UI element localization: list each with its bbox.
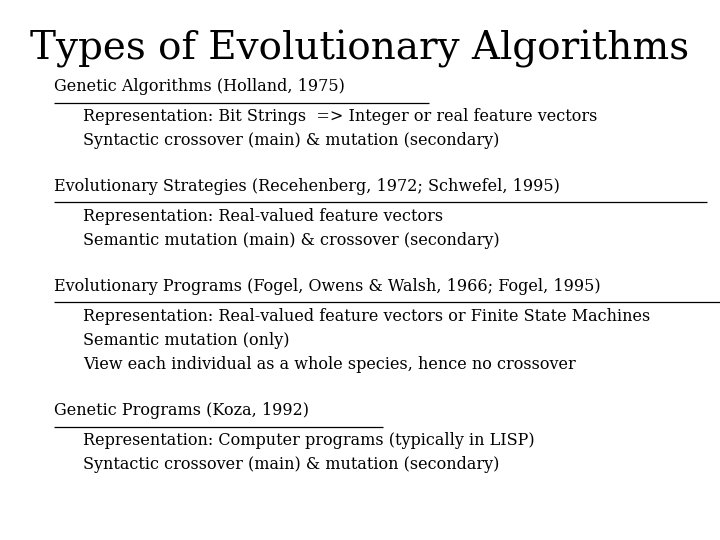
Text: Types of Evolutionary Algorithms: Types of Evolutionary Algorithms bbox=[30, 30, 690, 68]
Text: Evolutionary Programs (Fogel, Owens & Walsh, 1966; Fogel, 1995): Evolutionary Programs (Fogel, Owens & Wa… bbox=[54, 278, 600, 295]
Text: Syntactic crossover (main) & mutation (secondary): Syntactic crossover (main) & mutation (s… bbox=[83, 132, 499, 149]
Text: Representation: Real-valued feature vectors or Finite State Machines: Representation: Real-valued feature vect… bbox=[83, 308, 650, 325]
Text: Representation: Real-valued feature vectors: Representation: Real-valued feature vect… bbox=[83, 208, 443, 225]
Text: Genetic Algorithms (Holland, 1975): Genetic Algorithms (Holland, 1975) bbox=[54, 78, 345, 95]
Text: Representation: Bit Strings  => Integer or real feature vectors: Representation: Bit Strings => Integer o… bbox=[83, 108, 597, 125]
Text: View each individual as a whole species, hence no crossover: View each individual as a whole species,… bbox=[83, 356, 575, 373]
Text: Semantic mutation (main) & crossover (secondary): Semantic mutation (main) & crossover (se… bbox=[83, 232, 500, 249]
Text: Genetic Programs (Koza, 1992): Genetic Programs (Koza, 1992) bbox=[54, 402, 309, 419]
Text: Representation: Computer programs (typically in LISP): Representation: Computer programs (typic… bbox=[83, 432, 534, 449]
Text: Semantic mutation (only): Semantic mutation (only) bbox=[83, 332, 289, 349]
Text: Evolutionary Strategies (Recehenberg, 1972; Schwefel, 1995): Evolutionary Strategies (Recehenberg, 19… bbox=[54, 178, 560, 195]
Text: Syntactic crossover (main) & mutation (secondary): Syntactic crossover (main) & mutation (s… bbox=[83, 456, 499, 473]
